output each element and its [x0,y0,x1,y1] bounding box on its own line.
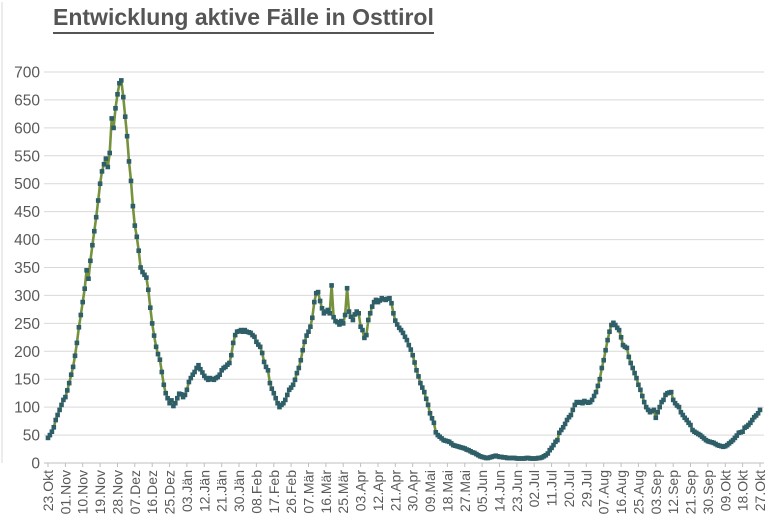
x-axis-label: 26.Feb [283,470,299,514]
x-axis-label: 12.Sep [665,470,681,515]
x-axis-label: 30.Jän [231,470,247,512]
y-axis-label: 100 [14,400,40,417]
x-axis-label: 12.Apr [370,470,386,512]
x-axis-label: 30.Apr [405,470,421,512]
x-axis-label: 20.Jul [561,470,577,507]
x-axis-label: 27.Mai [457,470,473,512]
x-axis-label: 25.Aug [630,470,646,514]
x-axis-label: 05.Jun [474,470,490,512]
x-axis-label: 21.Sep [683,470,699,515]
y-axis-label: 500 [14,176,40,193]
x-axis-label: 02.Jul [526,470,542,507]
chart-title: Entwicklung aktive Fälle in Osttirol [53,4,434,34]
y-axis-label: 200 [14,344,40,361]
x-axis-label: 25.Mär [335,470,351,514]
x-axis-label: 19.Nov [92,470,108,514]
x-axis-label: 25.Dez [162,470,178,514]
x-axis-label: 03.Apr [353,470,369,512]
series-line [46,79,762,460]
x-axis-label: 03.Jän [179,470,195,512]
y-axis-label: 150 [14,372,40,389]
x-axis-label: 29.Jul [578,470,594,507]
x-axis-label: 14.Jun [492,470,508,512]
y-axis-label: 350 [14,260,40,277]
x-axis-label: 11.Jul [544,470,560,506]
x-axis-label: 18.Mai [439,470,455,512]
y-axis-label: 600 [14,120,40,137]
data-point-markers [45,78,763,461]
x-axis-label: 07.Dez [127,470,143,514]
x-axis-label: 21.Jän [214,470,230,512]
x-axis-label: 09.Okt [717,470,733,511]
y-axis-label: 550 [14,148,40,165]
y-axis-label: 0 [31,456,40,473]
x-axis-label: 10.Nov [75,470,91,514]
y-axis-label: 400 [14,232,40,249]
x-axis-label: 09.Mai [422,470,438,512]
x-axis-label: 30.Sep [700,470,716,515]
x-axis-label: 07.Mär [301,470,317,514]
y-axis-label: 300 [14,288,40,305]
x-axis-label: 17.Feb [266,470,282,514]
y-axis-label: 650 [14,92,40,109]
x-axis-label: 21.Apr [387,470,403,512]
x-axis-label: 12.Jän [196,470,212,512]
x-axis-label: 08.Feb [248,470,264,514]
x-axis-label: 16.Mär [318,470,334,514]
x-axis-label: 28.Nov [110,470,126,514]
x-axis-label: 01.Nov [57,470,73,514]
y-axis-label: 700 [14,65,40,82]
x-axis-label: 07.Aug [596,470,612,514]
x-axis-label: 18.Okt [735,470,751,511]
x-axis-label: 27.Okt [752,470,768,511]
y-axis-label: 50 [23,428,41,445]
y-axis-label: 250 [14,316,40,333]
y-axis-label: 450 [14,204,40,221]
x-axis-label: 16.Dez [144,470,160,514]
x-axis-label: 03.Sep [648,470,664,515]
x-axis-label: 23.Jun [509,470,525,512]
x-axis-label: 23.Okt [40,470,56,511]
x-axis-label: 16.Aug [613,470,629,514]
